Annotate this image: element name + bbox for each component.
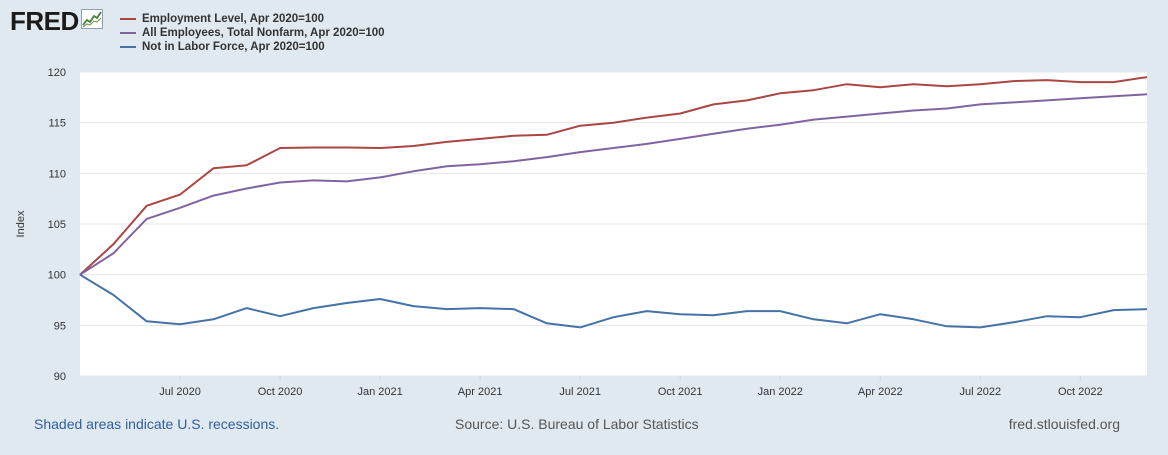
- y-axis-label: Index: [15, 210, 27, 237]
- series-lines: [79, 76, 1148, 329]
- series-line-employment[interactable]: [79, 76, 1148, 276]
- fred-logo[interactable]: FRED: [10, 8, 103, 34]
- legend-item-nilf[interactable]: Not in Labor Force, Apr 2020=100: [120, 40, 385, 54]
- legend: Employment Level, Apr 2020=100 All Emplo…: [120, 12, 385, 54]
- legend-label: All Employees, Total Nonfarm, Apr 2020=1…: [142, 27, 385, 39]
- chart-line-icon: [80, 8, 103, 34]
- legend-swatch: [120, 18, 136, 20]
- legend-label: Employment Level, Apr 2020=100: [142, 13, 325, 25]
- site-link[interactable]: fred.stlouisfed.org: [1008, 416, 1120, 432]
- y-tick-label: 110: [48, 168, 66, 180]
- y-tick-label: 120: [48, 67, 66, 79]
- series-line-nilf[interactable]: [79, 273, 1148, 329]
- y-tick-label: 105: [48, 219, 66, 231]
- legend-item-nonfarm[interactable]: All Employees, Total Nonfarm, Apr 2020=1…: [120, 26, 385, 40]
- legend-label: Not in Labor Force, Apr 2020=100: [142, 41, 325, 53]
- series-line-nonfarm[interactable]: [79, 93, 1148, 276]
- x-tick-label: Jan 2022: [758, 386, 803, 398]
- y-tick-label: 115: [48, 118, 66, 130]
- x-tick-label: Apr 2021: [458, 386, 503, 398]
- legend-item-employment[interactable]: Employment Level, Apr 2020=100: [120, 12, 385, 26]
- legend-swatch: [120, 46, 136, 48]
- x-tick-labels: Jul 2020 Oct 2020 Jan 2021 Apr 2021 Jul 2021…: [159, 376, 1103, 398]
- x-tick-label: Oct 2022: [1058, 386, 1103, 398]
- fred-logo-text: FRED: [10, 6, 79, 36]
- source-note: Source: U.S. Bureau of Labor Statistics: [455, 416, 699, 432]
- x-tick-label: Jul 2021: [559, 386, 601, 398]
- gridlines: [80, 71, 1147, 377]
- y-tick-label: 95: [54, 320, 66, 332]
- x-tick-label: Jan 2021: [357, 386, 402, 398]
- x-tick-label: Apr 2022: [858, 386, 903, 398]
- x-tick-label: Oct 2021: [658, 386, 703, 398]
- y-tick-label: 90: [54, 371, 66, 383]
- legend-swatch: [120, 32, 136, 34]
- x-tick-label: Jul 2020: [159, 386, 201, 398]
- x-tick-label: Jul 2022: [959, 386, 1001, 398]
- y-tick-labels: 90 95 100 105 110 115 120: [48, 67, 66, 383]
- recession-note[interactable]: Shaded areas indicate U.S. recessions.: [34, 416, 280, 432]
- y-tick-label: 100: [48, 270, 66, 282]
- x-tick-label: Oct 2020: [258, 386, 303, 398]
